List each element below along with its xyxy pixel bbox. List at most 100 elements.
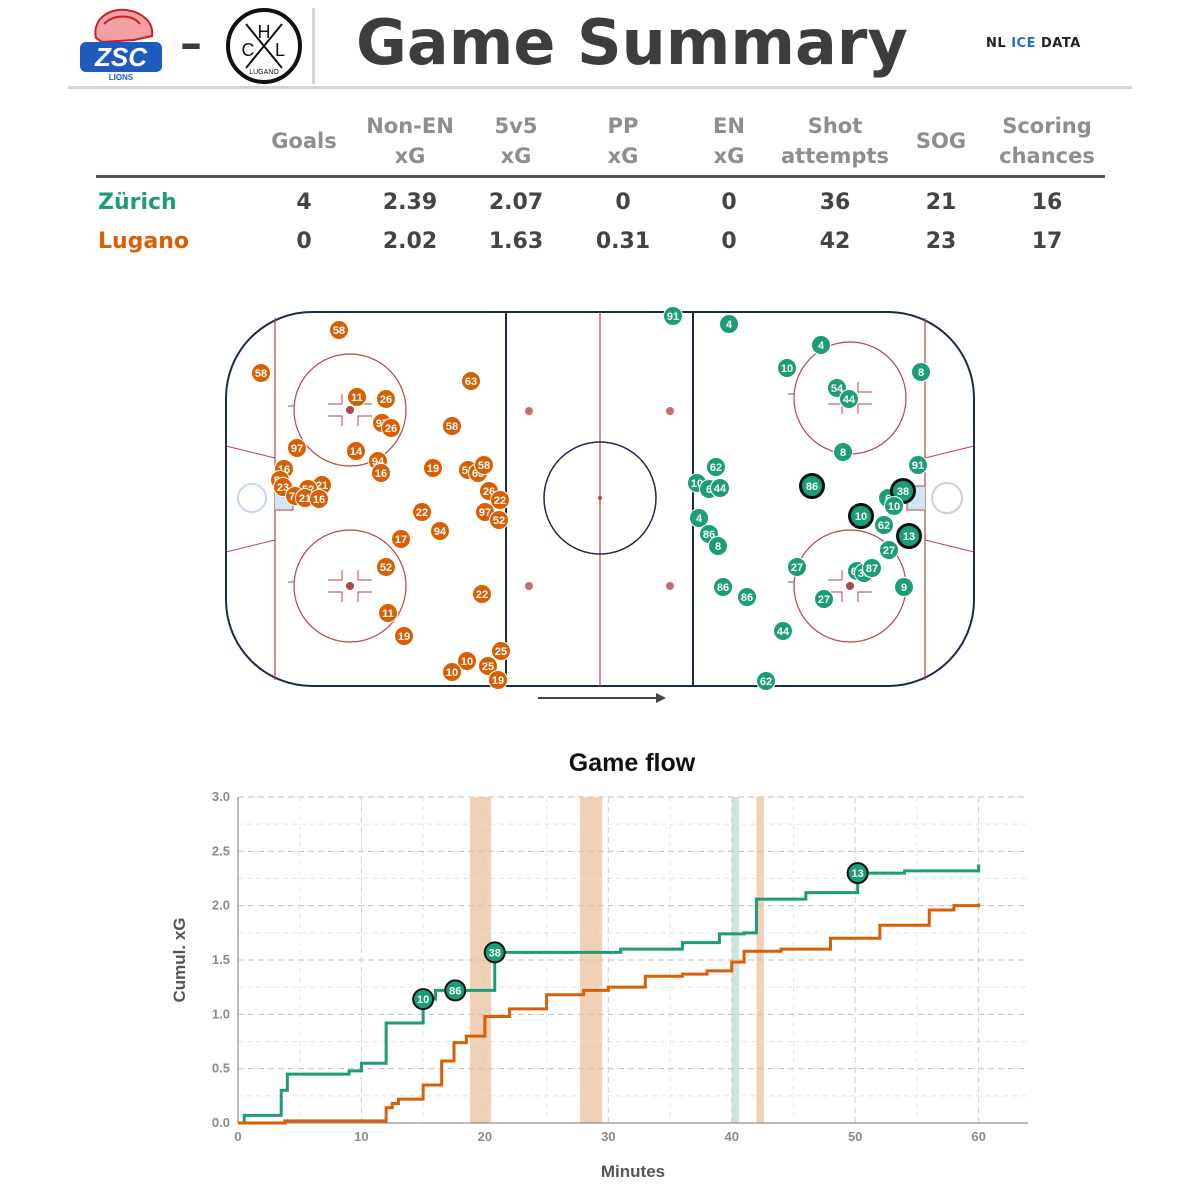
shot-player-number: 91 <box>667 311 679 323</box>
shot-marker <box>309 489 329 509</box>
faceoff-dot <box>346 582 354 590</box>
lugano-shot: 94 <box>430 521 450 541</box>
zurich-shot: 27 <box>814 589 834 609</box>
shot-marker <box>773 621 793 641</box>
shot-player-number: 86 <box>806 481 818 493</box>
shot-marker <box>376 557 396 577</box>
zsc-lions-logo: ZSC LIONS <box>74 4 166 84</box>
zurich-shot: 10 <box>884 496 904 516</box>
goal-marker-label: 10 <box>417 994 429 1006</box>
y-tick-label: 1.0 <box>212 1006 230 1021</box>
table-header: Non-EN xG <box>350 111 470 171</box>
lugano-shot: 58 <box>442 416 462 436</box>
shot-player-number: 27 <box>791 562 803 574</box>
shot-marker <box>489 510 509 530</box>
shot-marker <box>430 521 450 541</box>
x-tick-label: 20 <box>478 1129 492 1144</box>
shot-marker <box>391 529 411 549</box>
table-cell: 0 <box>721 229 737 254</box>
table-cell: 16 <box>1031 190 1063 215</box>
hc-lugano-logo: H C L LUGANO <box>224 6 304 86</box>
team-separator: – <box>180 18 202 69</box>
lugano-shot: 19 <box>394 626 414 646</box>
goal-shot-marker <box>896 523 922 549</box>
goal-marker: 10 <box>412 988 435 1011</box>
shot-marker <box>474 455 494 475</box>
shot-player-number: 26 <box>385 423 397 435</box>
zurich-shot: 86 <box>799 473 825 499</box>
shot-marker <box>884 496 904 516</box>
shot-marker <box>287 438 307 458</box>
y-tick-label: 2.0 <box>212 898 230 913</box>
table-cell: 23 <box>925 229 957 254</box>
lugano-shot: 63 <box>461 371 481 391</box>
shot-player-number: 62 <box>878 520 890 532</box>
shot-player-number: 8 <box>715 541 721 553</box>
shot-marker <box>833 442 853 462</box>
shot-player-number: 58 <box>446 421 458 433</box>
faint-zsc-logo <box>237 483 267 513</box>
y-tick-label: 2.5 <box>212 843 230 858</box>
brand-label: NL ICE DATA <box>986 36 1081 51</box>
table-header-line: xG <box>500 144 532 168</box>
game-flow-chart: Game flow 0.0 0.5 1.0 1.5 2.0 2.5 3.0 0 10 20 30 40 5… <box>170 749 1028 1181</box>
team-name: Zürich <box>98 190 177 215</box>
home-logo-sub: LIONS <box>109 73 134 82</box>
shot-player-number: 58 <box>333 325 345 337</box>
away-logo-h: H <box>258 22 271 42</box>
logo-divider <box>312 8 315 84</box>
neutral-dot <box>525 407 533 415</box>
zurich-shot: 91 <box>663 306 683 326</box>
home-logo-text: ZSC <box>94 42 148 72</box>
shot-player-number: 44 <box>714 483 727 495</box>
shot-marker <box>412 502 432 522</box>
shot-marker <box>472 584 492 604</box>
shot-marker <box>378 603 398 623</box>
shot-player-number: 97 <box>479 507 491 519</box>
shot-player-number: 62 <box>760 676 772 688</box>
goal-marker: 86 <box>444 979 467 1002</box>
shot-marker <box>663 306 683 326</box>
table-cell: 4 <box>296 190 312 215</box>
table-cell: 0 <box>721 190 737 215</box>
zurich-shot: 91 <box>908 455 928 475</box>
y-tick-label: 1.5 <box>212 952 230 967</box>
shot-marker <box>251 363 271 383</box>
table-cell: 0 <box>615 190 631 215</box>
shot-marker <box>457 651 477 671</box>
header-rule <box>68 86 1132 89</box>
shot-player-number: 11 <box>351 392 363 404</box>
table-cell: 42 <box>819 229 851 254</box>
x-tick-label: 60 <box>971 1129 985 1144</box>
table-cell: 2.02 <box>382 229 438 254</box>
shot-player-number: 9 <box>901 582 907 594</box>
table-header-line: attempts <box>781 144 889 168</box>
y-axis-label: Cumul. xG <box>170 917 189 1002</box>
lugano-shot: 52 <box>489 510 509 530</box>
faceoff-circle <box>293 529 407 643</box>
x-axis-label: Minutes <box>601 1162 665 1181</box>
table-header-line: chances <box>999 144 1095 168</box>
shot-player-number: 38 <box>897 486 909 498</box>
goal-marker-dot <box>412 988 435 1011</box>
table-rule <box>96 175 1105 178</box>
shot-player-number: 94 <box>434 526 447 538</box>
x-tick-label: 50 <box>848 1129 862 1144</box>
table-header: Shot attempts <box>775 111 895 171</box>
shot-marker <box>756 671 776 691</box>
shot-marker <box>737 587 757 607</box>
shot-player-number: 44 <box>843 394 856 406</box>
series-line-lugano <box>238 903 981 1125</box>
shot-player-number: 10 <box>888 501 900 513</box>
shot-player-number: 21 <box>316 480 328 492</box>
shot-player-number: 4 <box>818 340 825 352</box>
shot-marker <box>478 656 498 676</box>
shot-player-number: 27 <box>818 594 830 606</box>
shot-marker <box>488 670 508 690</box>
shot-player-number: 19 <box>492 675 504 687</box>
table-header-line: EN <box>713 114 745 138</box>
lugano-shot: 11 <box>347 387 367 407</box>
y-tick-label: 3.0 <box>212 789 230 804</box>
away-logo-sub: LUGANO <box>249 69 279 76</box>
zurich-shot: 27 <box>787 557 807 577</box>
